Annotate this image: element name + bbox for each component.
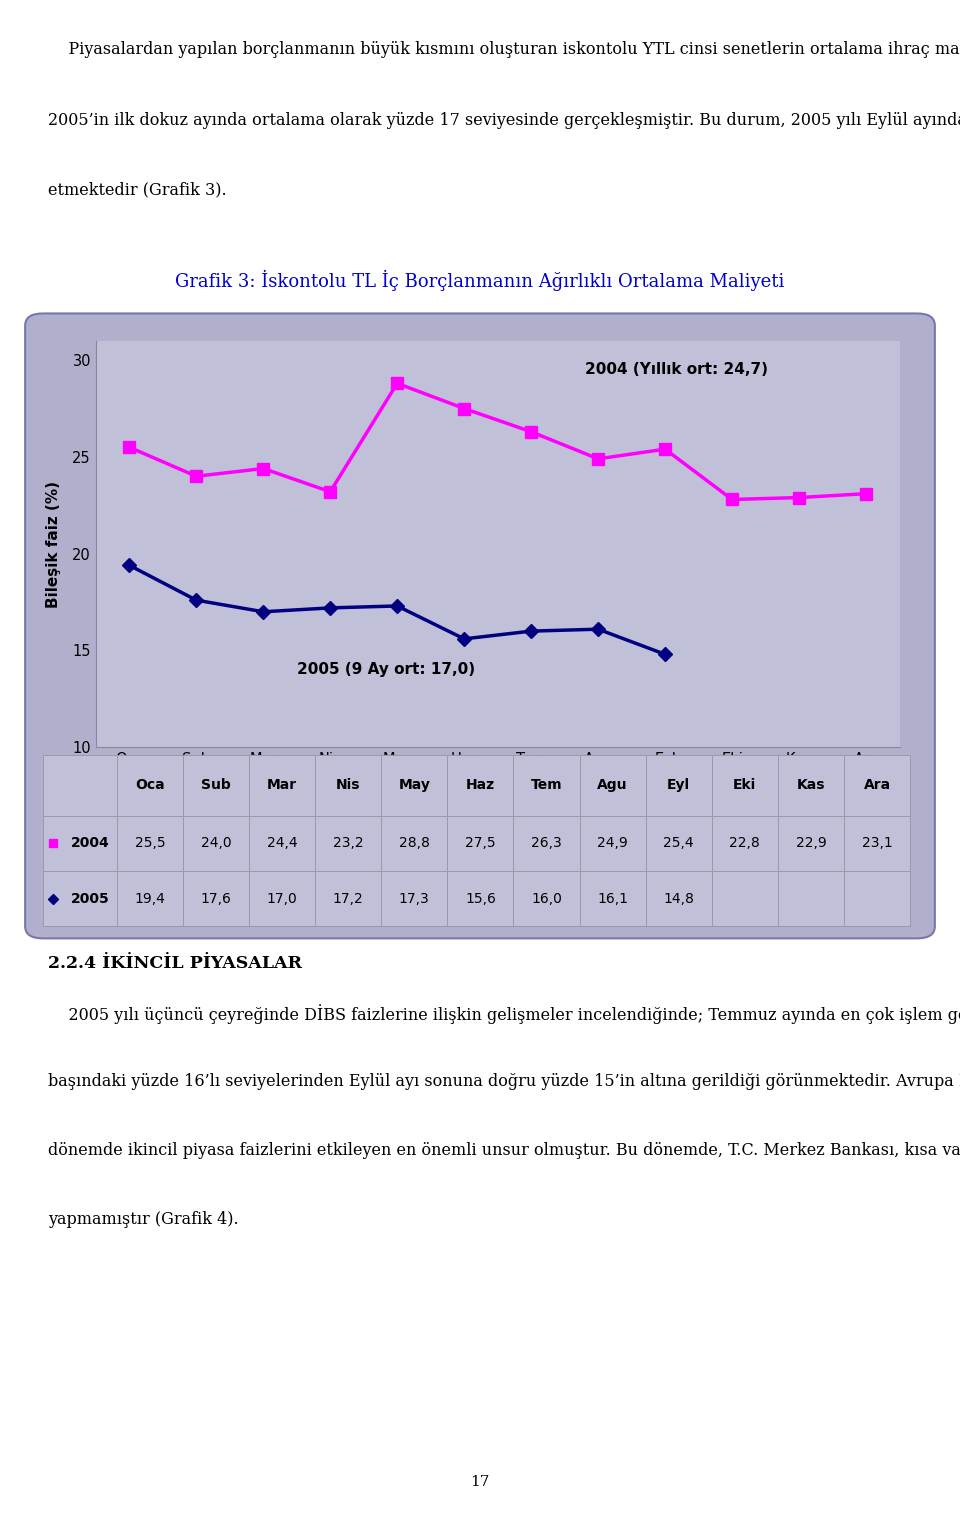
Text: 16,0: 16,0 (531, 891, 562, 906)
Text: 24,9: 24,9 (597, 836, 628, 851)
Bar (778, 816, 844, 871)
Bar (117, 871, 182, 926)
Text: 17,6: 17,6 (201, 891, 231, 906)
Text: Grafik 3: İskontolu TL İç Borçlanmanın Ağırlıklı Ortalama Maliyeti: Grafik 3: İskontolu TL İç Borçlanmanın A… (176, 270, 784, 290)
Bar (381, 756, 447, 816)
Text: 22,9: 22,9 (796, 836, 827, 851)
Text: Piyasalardan yapılan borçlanmanın büyük kısmını oluşturan iskontolu YTL cinsi se: Piyasalardan yapılan borçlanmanın büyük … (48, 41, 960, 58)
Text: 16,1: 16,1 (597, 891, 628, 906)
Bar (447, 871, 514, 926)
Bar (43, 756, 117, 816)
Bar (249, 871, 315, 926)
Bar (249, 756, 315, 816)
Text: 25,5: 25,5 (134, 836, 165, 851)
Text: 2.2.4 İKİNCİL PİYASALAR: 2.2.4 İKİNCİL PİYASALAR (48, 955, 302, 972)
Text: Kas: Kas (797, 779, 826, 793)
Text: 17,0: 17,0 (267, 891, 298, 906)
Bar (778, 871, 844, 926)
Bar (580, 816, 646, 871)
Text: etmektedir (Grafik 3).: etmektedir (Grafik 3). (48, 181, 227, 198)
Text: Haz: Haz (466, 779, 495, 793)
Text: 28,8: 28,8 (398, 836, 430, 851)
Bar (844, 871, 910, 926)
Text: 17: 17 (470, 1475, 490, 1490)
Bar (514, 816, 580, 871)
Text: 2005 yılı üçüncü çeyreğinde DİBS faizlerine ilişkin gelişmeler incelendiğinde; T: 2005 yılı üçüncü çeyreğinde DİBS faizler… (48, 1005, 960, 1025)
Text: 2005’in ilk dokuz ayında ortalama olarak yüzde 17 seviyesinde gerçekleşmiştir. B: 2005’in ilk dokuz ayında ortalama olarak… (48, 112, 960, 129)
Text: 14,8: 14,8 (663, 891, 694, 906)
Bar (315, 756, 381, 816)
Bar (249, 816, 315, 871)
Text: 23,2: 23,2 (333, 836, 364, 851)
Bar (646, 756, 711, 816)
Bar (844, 816, 910, 871)
Text: May: May (398, 779, 430, 793)
Bar (182, 756, 249, 816)
Bar (514, 756, 580, 816)
Text: 2004: 2004 (71, 836, 109, 851)
Bar (514, 871, 580, 926)
Text: 23,1: 23,1 (862, 836, 893, 851)
Bar (381, 871, 447, 926)
Text: Eyl: Eyl (667, 779, 690, 793)
Bar (447, 816, 514, 871)
Bar (182, 816, 249, 871)
Text: 24,4: 24,4 (267, 836, 298, 851)
Bar (117, 756, 182, 816)
Bar (315, 816, 381, 871)
Text: 27,5: 27,5 (465, 836, 495, 851)
Text: Mar: Mar (267, 779, 297, 793)
Text: başındaki yüzde 16’lı seviyelerinden Eylül ayı sonuna doğru yüzde 15’in altına g: başındaki yüzde 16’lı seviyelerinden Eyl… (48, 1074, 960, 1091)
Bar (43, 871, 117, 926)
Text: 26,3: 26,3 (531, 836, 562, 851)
Text: 17,3: 17,3 (399, 891, 430, 906)
Text: 15,6: 15,6 (465, 891, 495, 906)
Bar (711, 871, 778, 926)
Bar (844, 756, 910, 816)
Text: 22,8: 22,8 (730, 836, 760, 851)
Text: Ara: Ara (864, 779, 891, 793)
Bar (646, 816, 711, 871)
Text: Nis: Nis (336, 779, 360, 793)
Text: dönemde ikincil piyasa faizlerini etkileyen en önemli unsur olmuştur. Bu dönemde: dönemde ikincil piyasa faizlerini etkile… (48, 1143, 960, 1160)
Bar (711, 816, 778, 871)
Text: Eki: Eki (733, 779, 756, 793)
Text: 2005 (9 Ay ort: 17,0): 2005 (9 Ay ort: 17,0) (297, 662, 475, 677)
Bar (315, 871, 381, 926)
Bar (778, 756, 844, 816)
Text: Oca: Oca (135, 779, 164, 793)
Bar (381, 816, 447, 871)
Text: 24,0: 24,0 (201, 836, 231, 851)
Text: 17,2: 17,2 (333, 891, 364, 906)
Bar (711, 756, 778, 816)
Text: 2005: 2005 (71, 891, 109, 906)
Text: 19,4: 19,4 (134, 891, 165, 906)
Text: 25,4: 25,4 (663, 836, 694, 851)
Text: 2004 (Yıllık ort: 24,7): 2004 (Yıllık ort: 24,7) (585, 361, 768, 376)
Bar (447, 756, 514, 816)
Bar (117, 816, 182, 871)
FancyBboxPatch shape (25, 313, 935, 938)
Bar (580, 871, 646, 926)
Text: Sub: Sub (201, 779, 230, 793)
Bar (580, 756, 646, 816)
Text: Agu: Agu (597, 779, 628, 793)
Bar (43, 816, 117, 871)
Text: yapmamıştır (Grafik 4).: yapmamıştır (Grafik 4). (48, 1210, 239, 1229)
Bar (646, 871, 711, 926)
Y-axis label: Bileşik faiz (%): Bileşik faiz (%) (46, 481, 61, 608)
Bar (182, 871, 249, 926)
Text: Tem: Tem (531, 779, 563, 793)
